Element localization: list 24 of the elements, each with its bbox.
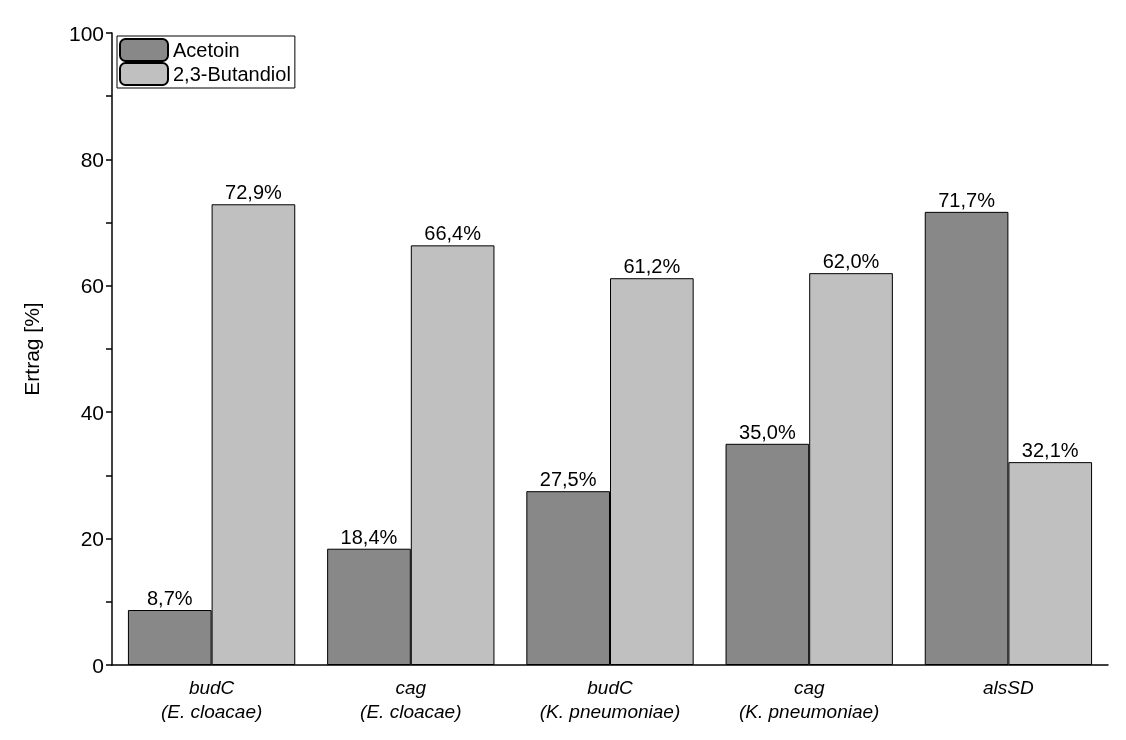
x-tick-label: budC (E. cloacae)	[160, 676, 263, 722]
y-tick-label: 0	[92, 653, 104, 677]
x-tick-label: alsSD	[983, 676, 1035, 698]
legend-label: 2,3-Butandiol	[173, 63, 291, 85]
data-label: 8,7%	[146, 587, 193, 610]
data-label: 32,1%	[1021, 439, 1079, 462]
data-label: 71,7%	[938, 188, 996, 211]
y-axis-title: Ertrag [%]	[20, 302, 43, 396]
y-tick-label: 40	[80, 400, 104, 424]
data-label: 35,0%	[739, 420, 796, 443]
y-tick-label: 100	[68, 21, 104, 45]
y-tick-label: 60	[80, 274, 104, 298]
x-tick-label: budC (K. pneumoniae)	[539, 676, 681, 722]
data-label: 61,2%	[623, 255, 681, 278]
data-label: 72,9%	[225, 181, 282, 204]
data-label: 66,4%	[424, 222, 482, 245]
data-label: 18,4%	[340, 525, 398, 548]
data-label: 62,0%	[822, 250, 880, 273]
x-tick-label: cag (E. cloacae)	[360, 676, 462, 722]
y-tick-label: 80	[80, 147, 104, 171]
x-tick-label: cag (K. pneumoniae)	[738, 676, 880, 722]
legend-label: Acetoin	[173, 39, 240, 61]
data-label: 27,5%	[539, 468, 597, 491]
y-tick-label: 20	[80, 527, 104, 551]
